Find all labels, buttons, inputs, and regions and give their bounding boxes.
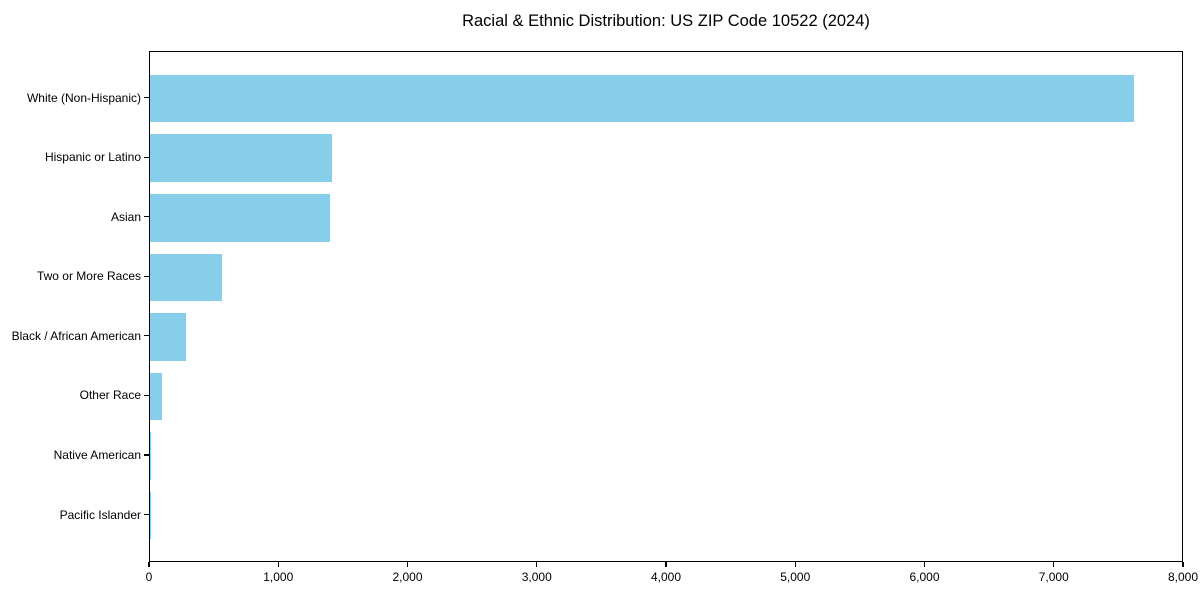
- y-tick-label: Hispanic or Latino: [44, 150, 141, 165]
- bar-two-or-more-races: [150, 253, 222, 302]
- x-tick-label: 0: [145, 570, 153, 584]
- y-tick-label: Native American: [53, 448, 141, 463]
- y-tick-mark: [143, 275, 149, 277]
- bar-white-non-hispanic: [150, 74, 1135, 123]
- x-tick-label: 6,000: [909, 570, 940, 584]
- x-tick-mark: [665, 562, 667, 567]
- plot-area: [149, 51, 1183, 562]
- x-tick-label: 7,000: [1038, 570, 1069, 584]
- bar-native-american: [150, 432, 152, 480]
- y-tick-mark: [143, 513, 149, 516]
- bar-other-race: [150, 372, 162, 421]
- x-tick-mark: [794, 562, 796, 567]
- x-tick-label: 3,000: [521, 570, 552, 584]
- x-tick-mark: [277, 562, 279, 567]
- x-tick-mark: [1053, 562, 1055, 567]
- y-tick-mark: [143, 156, 149, 158]
- y-tick-mark: [143, 97, 149, 99]
- y-tick-label: White (Non-Hispanic): [26, 90, 141, 105]
- x-tick-mark: [406, 562, 409, 567]
- x-tick-mark: [923, 562, 926, 567]
- bar-black-african-american: [150, 313, 187, 361]
- y-tick-label: Black / African American: [11, 328, 141, 343]
- y-tick-mark: [143, 454, 149, 456]
- y-tick-mark: [143, 335, 149, 337]
- x-tick-mark: [536, 562, 538, 567]
- x-tick-mark: [1182, 562, 1184, 567]
- x-tick-label: 5,000: [780, 570, 811, 584]
- bar-hispanic-or-latino: [150, 134, 333, 182]
- x-tick-label: 1,000: [263, 570, 294, 584]
- y-tick-mark: [143, 216, 149, 218]
- x-tick-label: 2,000: [392, 570, 423, 584]
- x-tick-label: 4,000: [650, 570, 682, 584]
- y-tick-mark: [143, 394, 149, 397]
- y-tick-label: Other Race: [79, 388, 141, 403]
- y-tick-label: Two or More Races: [36, 269, 141, 284]
- bar-asian: [150, 193, 331, 242]
- x-tick-mark: [148, 562, 150, 567]
- chart-title: Racial & Ethnic Distribution: US ZIP Cod…: [462, 12, 870, 30]
- y-tick-label: Pacific Islander: [59, 507, 141, 522]
- x-tick-label: 8,000: [1167, 570, 1199, 584]
- y-tick-label: Asian: [110, 209, 141, 224]
